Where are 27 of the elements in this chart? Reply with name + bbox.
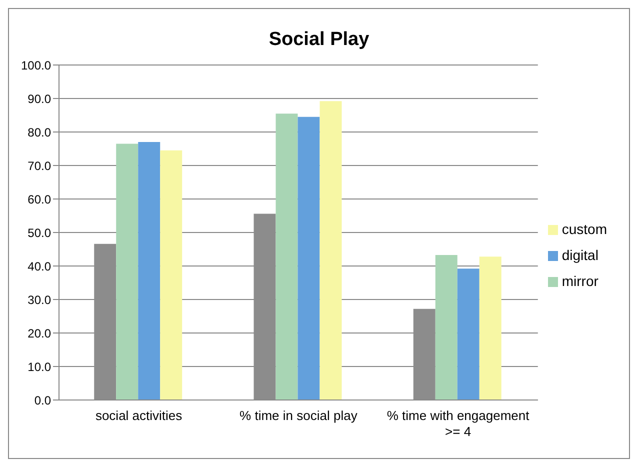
bar [160,150,182,400]
bar [116,144,138,400]
y-tick-label: 60.0 [28,192,52,206]
legend-label: digital [562,247,598,263]
y-tick-label: 80.0 [28,125,52,140]
bar [435,254,458,400]
x-tick-label: % time with engagement >= 4 [386,408,530,439]
legend-label: custom [562,221,607,237]
y-tick-label: 70.0 [28,158,52,173]
y-tick-label: 40.0 [28,259,52,274]
y-tick-label: 0.0 [34,393,52,408]
chart-title: Social Play [268,29,370,52]
legend-label: mirror [562,273,598,289]
y-tick-label: 20.0 [28,326,52,340]
y-tick-label: 90.0 [28,92,52,106]
bar [138,142,160,400]
y-tick-label: 30.0 [28,292,52,307]
x-tick-label: % time in social play [240,408,358,423]
bar [276,114,298,400]
y-tick-label: 10.0 [28,360,52,374]
bar [320,101,342,400]
y-tick-label: 100.0 [20,58,52,72]
bar [457,268,480,400]
y-tick-label: 50.0 [28,226,52,240]
bar [479,256,502,400]
x-tick-label: social activities [95,408,183,423]
bar [298,116,320,400]
